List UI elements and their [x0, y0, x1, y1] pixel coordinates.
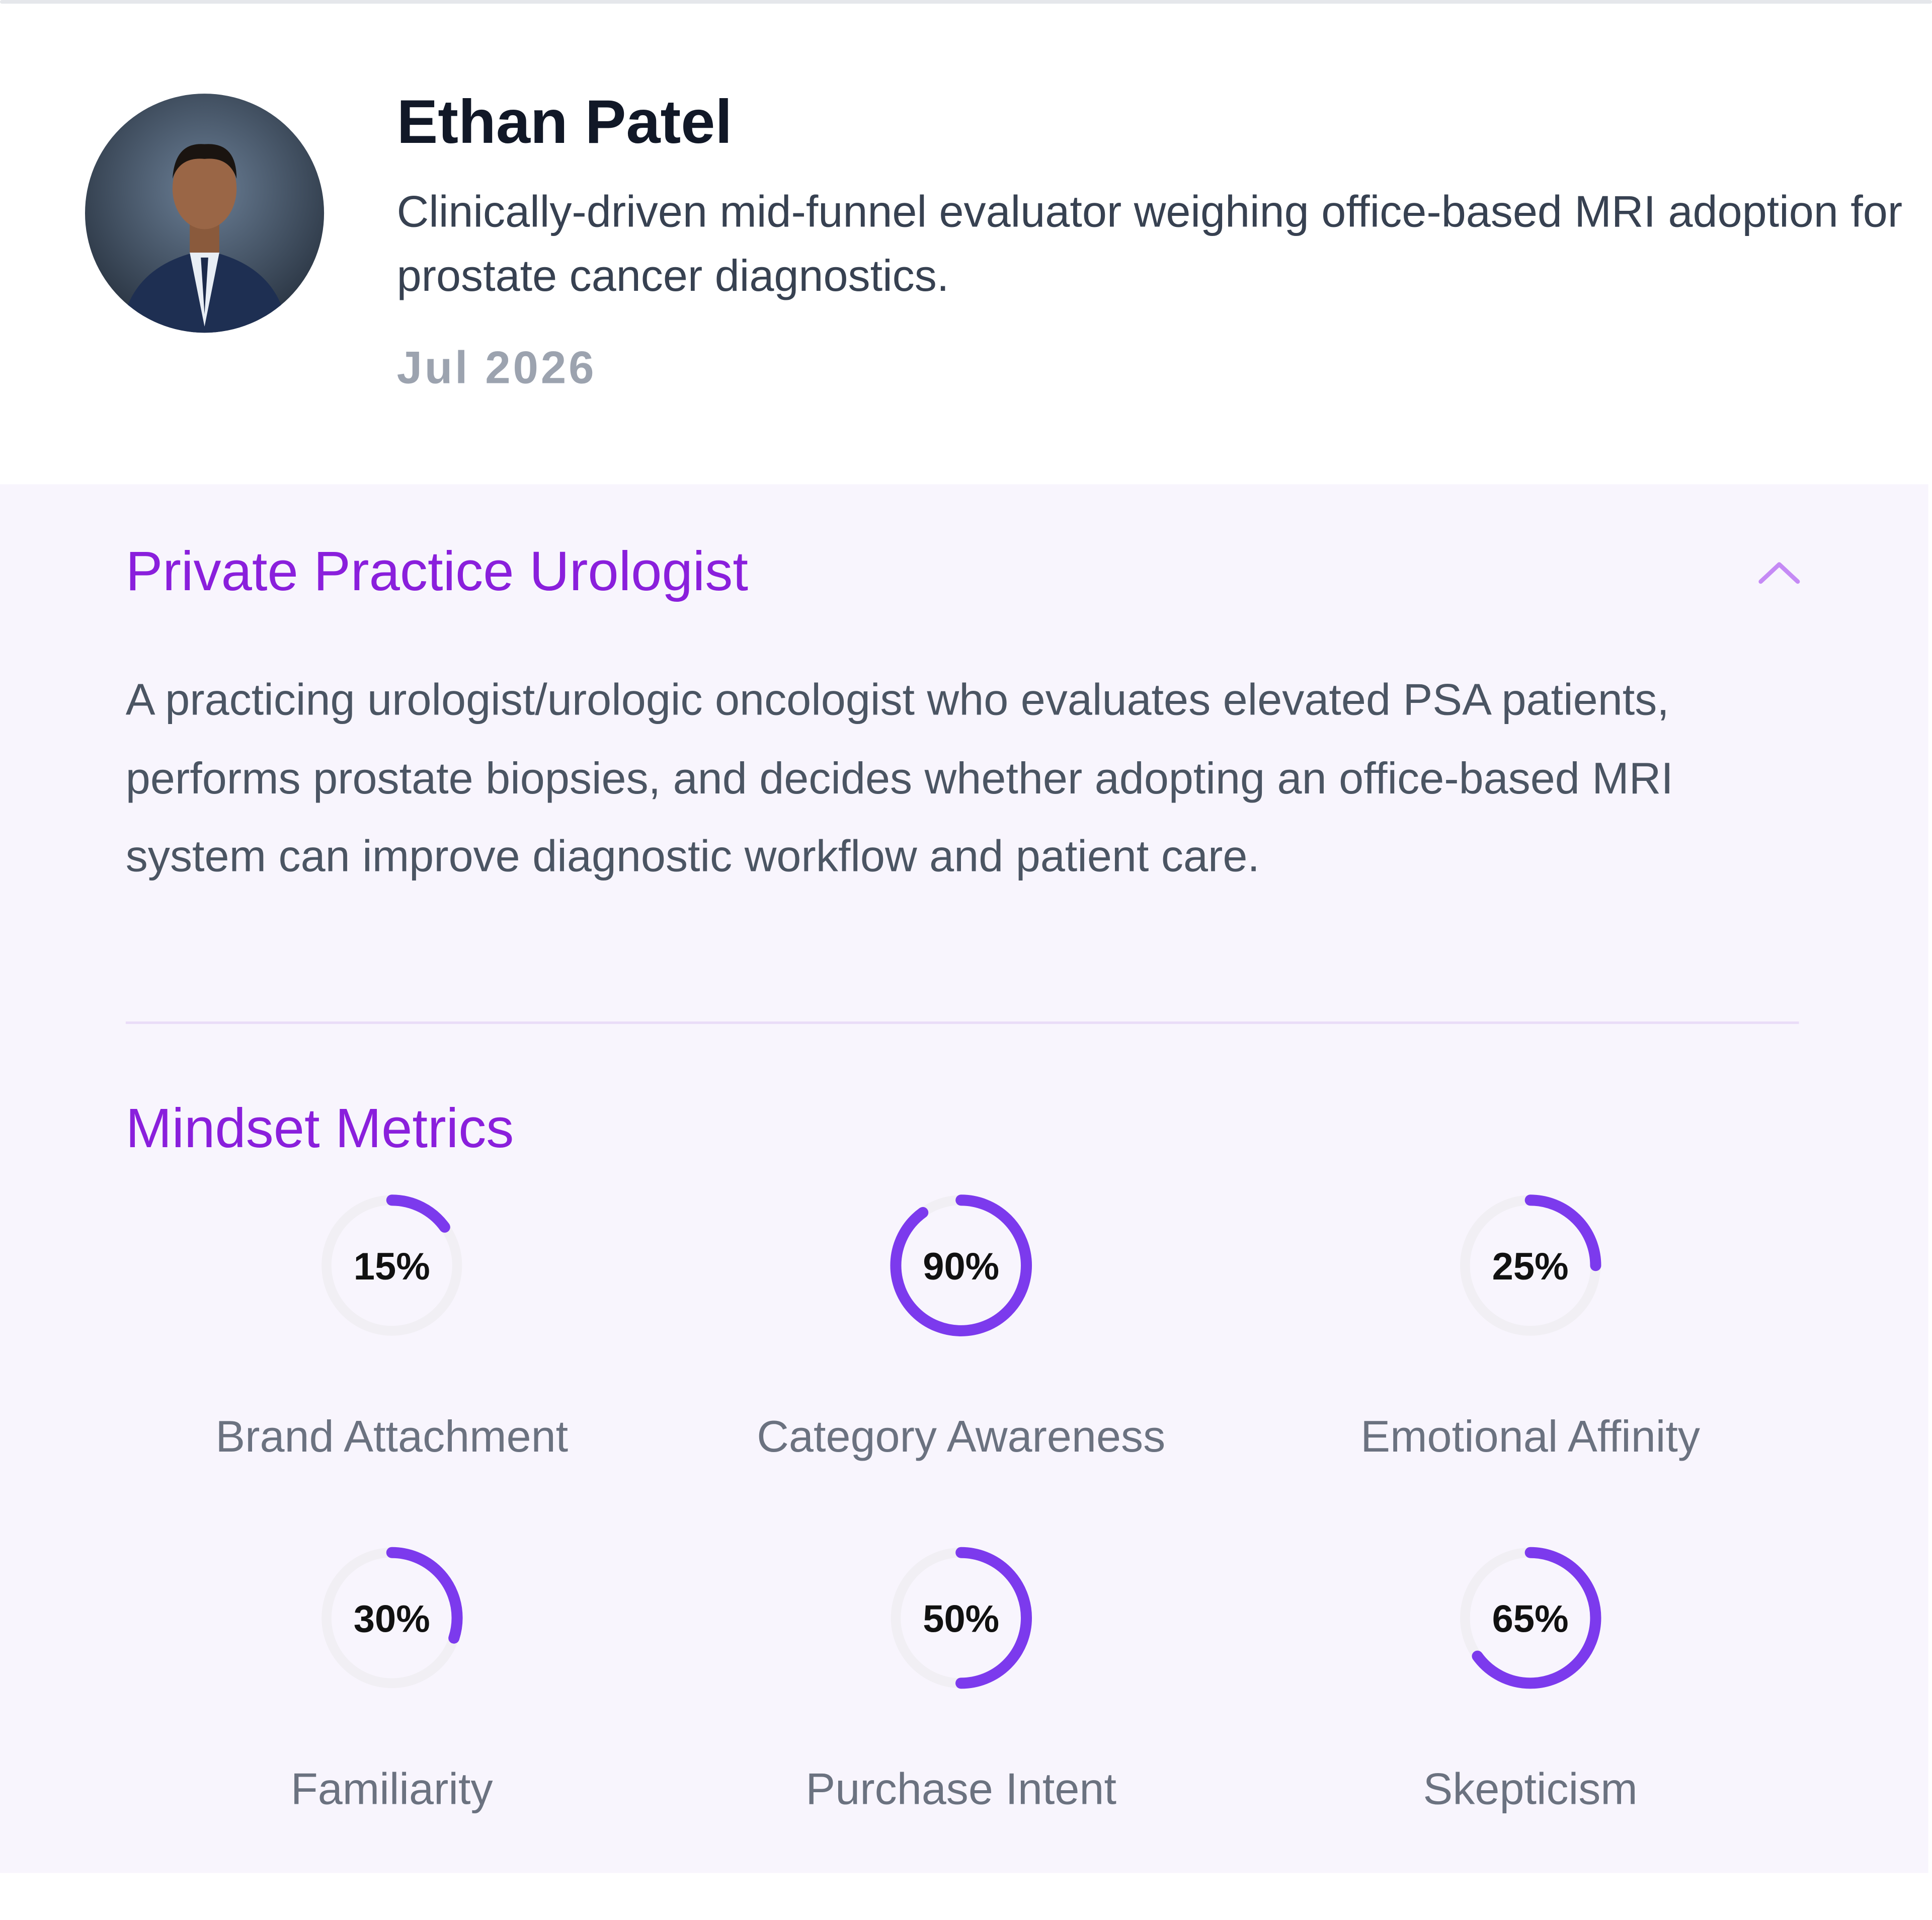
persona-section [0, 484, 1928, 1873]
avatar [85, 94, 325, 333]
metric-label: Purchase Intent [806, 1763, 1116, 1814]
metric-ring: 30% [320, 1547, 463, 1689]
metric-label: Category Awareness [757, 1411, 1166, 1462]
ring-arc [890, 1547, 1032, 1689]
metric-label: Brand Attachment [215, 1411, 569, 1462]
metric: 30% Familiarity [121, 1542, 663, 1815]
metric-value: 25% [1492, 1245, 1569, 1288]
profile-date: Jul 2026 [396, 342, 597, 393]
metric: 15% Brand Attachment [121, 1189, 663, 1463]
card-border [0, 0, 1932, 4]
section-title: Private Practice Urologist [125, 539, 749, 603]
ring-arc [320, 1194, 463, 1336]
profile-name: Ethan Patel [396, 87, 733, 157]
metric-value: 15% [354, 1245, 430, 1288]
metric: 25% Emotional Affinity [1259, 1189, 1802, 1463]
metric-ring: 15% [320, 1194, 463, 1336]
metric: 65% Skepticism [1259, 1542, 1802, 1815]
section-description: A practicing urologist/urologic oncologi… [125, 674, 1673, 882]
metric: 90% Category Awareness [690, 1189, 1232, 1463]
ring-arc [1459, 1194, 1601, 1336]
metric-label: Familiarity [290, 1763, 493, 1814]
metric-ring: 25% [1459, 1194, 1601, 1336]
ring-arc [890, 1194, 1032, 1336]
metric-value: 65% [1492, 1597, 1569, 1640]
divider [125, 1021, 1799, 1024]
metric-value: 30% [354, 1597, 430, 1640]
metric-label: Skepticism [1423, 1763, 1638, 1814]
collapse-toggle[interactable] [1754, 552, 1804, 589]
metric-label: Emotional Affinity [1360, 1411, 1700, 1462]
metric-value: 90% [923, 1245, 999, 1288]
metric-ring: 65% [1459, 1547, 1601, 1689]
metric-ring: 50% [890, 1547, 1032, 1689]
ring-arc [1459, 1547, 1601, 1689]
metric-ring: 90% [890, 1194, 1032, 1336]
metric: 50% Purchase Intent [690, 1542, 1232, 1815]
metrics-title: Mindset Metrics [125, 1096, 514, 1160]
metric-value: 50% [923, 1597, 999, 1640]
profile-description: Clinically-driven mid-funnel evaluator w… [396, 186, 1903, 301]
ring-arc [320, 1547, 463, 1689]
